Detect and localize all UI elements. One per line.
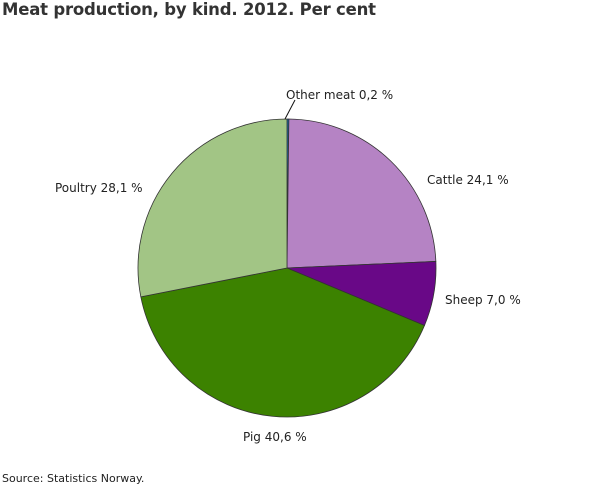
leader-line	[284, 99, 296, 120]
slice-label-pig: Pig 40,6 %	[243, 430, 307, 444]
slice-label-sheep: Sheep 7,0 %	[445, 293, 521, 307]
pie-slice-poultry	[137, 118, 288, 298]
slice-label-other-meat: Other meat 0,2 %	[286, 88, 393, 102]
chart-title: Meat production, by kind. 2012. Per cent	[2, 0, 376, 19]
leader-lines	[284, 99, 296, 120]
pie-slice-pig	[140, 267, 425, 418]
pie-slice-cattle	[286, 118, 437, 269]
slice-labels: Other meat 0,2 % Cattle 24,1 % Sheep 7,0 %…	[55, 88, 521, 444]
pie-slices	[137, 118, 437, 418]
source-note: Source: Statistics Norway.	[2, 472, 145, 485]
slice-label-poultry: Poultry 28,1 %	[55, 181, 143, 195]
slice-label-cattle: Cattle 24,1 %	[427, 173, 509, 187]
